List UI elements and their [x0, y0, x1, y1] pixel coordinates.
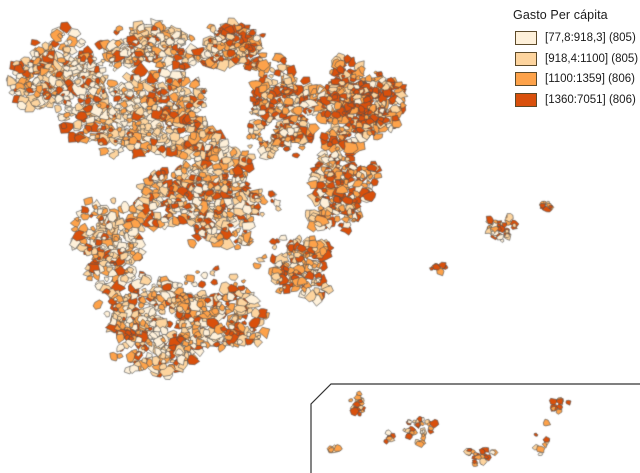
legend-item-label: [77,8:918,3] (805): [545, 32, 636, 45]
legend-item-label: [1100:1359] (806): [545, 73, 635, 86]
legend-item: [1360:7051] (806): [509, 90, 637, 111]
legend-item: [77,8:918,3] (805): [509, 28, 637, 49]
legend-items: [77,8:918,3] (805) [918,4:1100] (805) [110…: [509, 28, 639, 111]
legend-title: Gasto Per cápita: [513, 8, 608, 22]
legend-item: [1100:1359] (806): [509, 69, 637, 90]
map-legend: Gasto Per cápita [77,8:918,3] (805) [918,…: [509, 8, 639, 111]
legend-item: [918,4:1100] (805): [509, 49, 639, 70]
legend-item-label: [1360:7051] (806): [545, 93, 636, 106]
legend-swatch: [515, 72, 537, 87]
legend-swatch: [515, 31, 537, 46]
legend-swatch: [515, 92, 537, 107]
legend-swatch: [515, 51, 537, 66]
legend-item-label: [918,4:1100] (805): [545, 52, 639, 65]
